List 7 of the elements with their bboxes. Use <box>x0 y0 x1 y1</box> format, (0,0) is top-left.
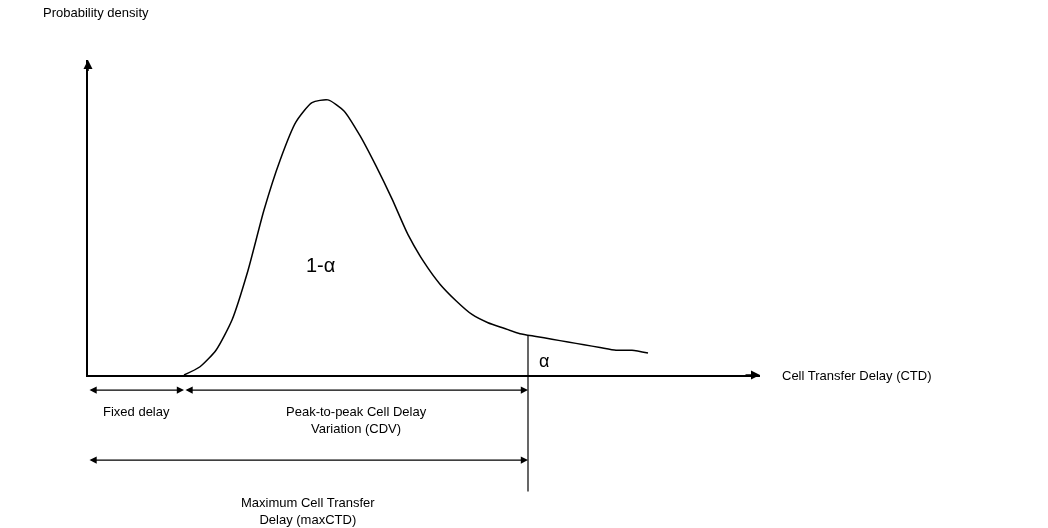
x-axis-title: Cell Transfer Delay (CTD) <box>782 368 932 383</box>
annotation: 1-α <box>306 254 336 276</box>
text: Probability density <box>43 5 149 20</box>
text: Fixed delay <box>103 404 170 419</box>
text: Maximum Cell Transfer Delay (maxCTD) <box>241 495 376 527</box>
text: Peak-to-peak Cell Delay Variation (CDV) <box>286 404 427 436</box>
annotation: α <box>539 351 550 371</box>
